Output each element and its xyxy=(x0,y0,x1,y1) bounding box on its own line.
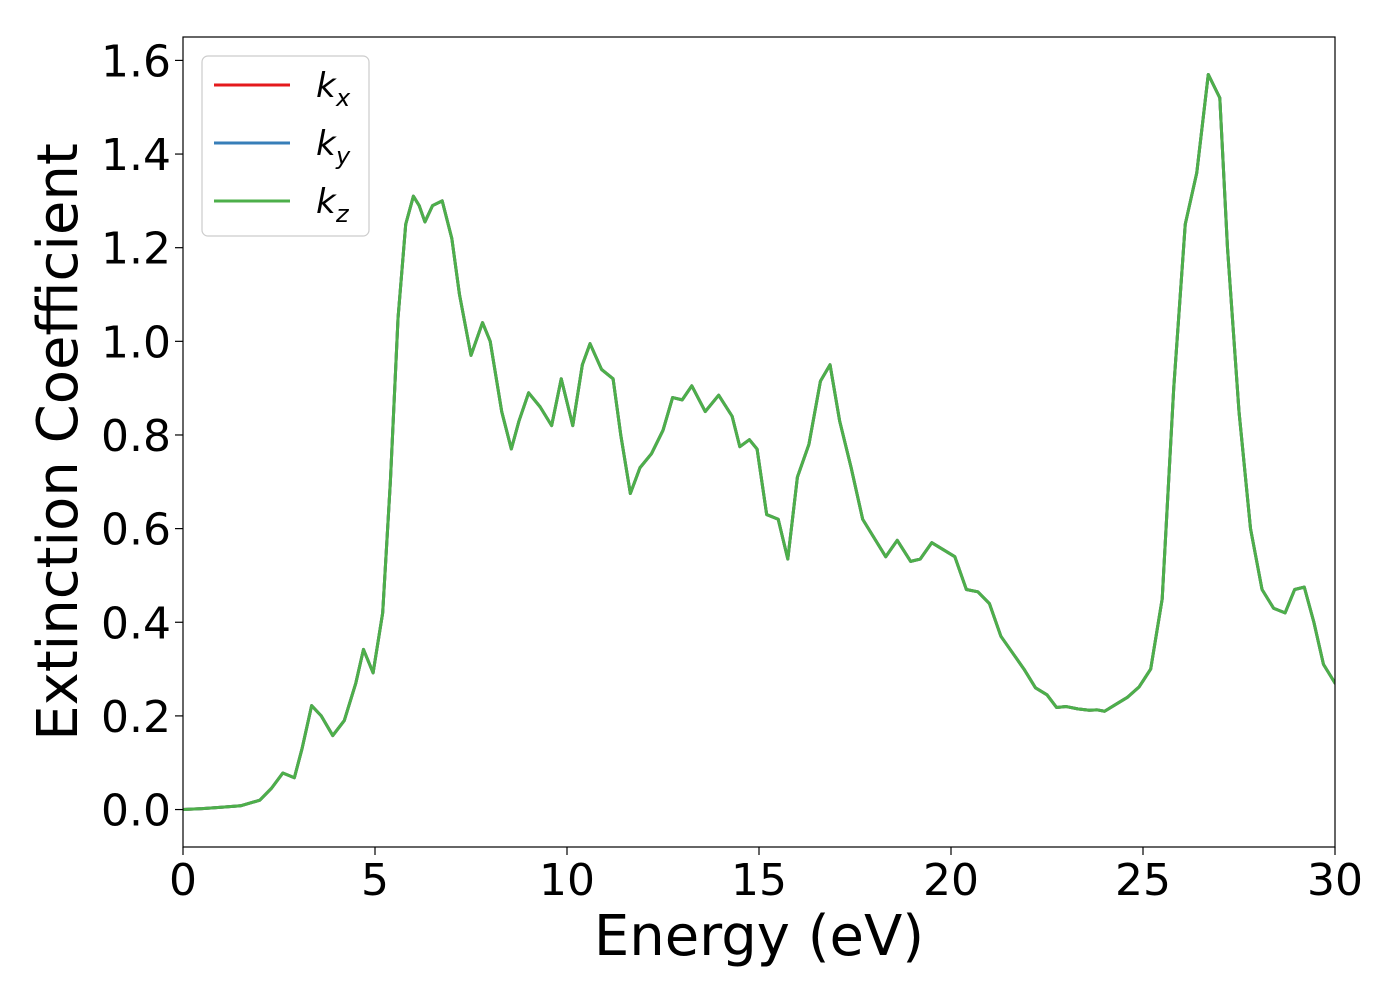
y-tick-label: 0.0 xyxy=(101,786,171,837)
series-line-k-z xyxy=(183,72,1335,812)
x-tick-label: 25 xyxy=(1115,855,1171,906)
y-tick-label: 1.2 xyxy=(101,224,171,275)
x-axis-title: Energy (eV) xyxy=(594,904,924,969)
x-tick-label: 5 xyxy=(361,855,389,906)
y-axis-ticks: 0.0 0.2 0.4 0.6 0.8 1.0 1.2 1.4 1.6 xyxy=(101,36,183,837)
y-axis-title: Extinction Coefficient xyxy=(26,143,91,741)
y-tick-label: 0.4 xyxy=(101,598,171,649)
legend: k xk yk z xyxy=(201,55,370,237)
legend-label-subscript: z xyxy=(335,200,350,228)
y-tick-label: 1.0 xyxy=(101,317,171,368)
x-tick-label: 15 xyxy=(731,855,787,906)
x-tick-label: 20 xyxy=(923,855,979,906)
series-layer xyxy=(183,72,1335,812)
x-axis-ticks: 0 5 10 15 20 25 30 xyxy=(169,847,1363,906)
legend-label: k xyxy=(316,182,337,222)
legend-label: k xyxy=(316,66,337,106)
x-tick-label: 0 xyxy=(169,855,197,906)
legend-label-subscript: y xyxy=(335,142,351,170)
legend-label-subscript: x xyxy=(335,84,351,112)
legend-box xyxy=(201,55,370,237)
y-tick-label: 0.6 xyxy=(101,505,171,556)
y-tick-label: 0.8 xyxy=(101,411,171,462)
y-tick-label: 1.6 xyxy=(101,36,171,87)
x-tick-label: 10 xyxy=(539,855,595,906)
x-tick-label: 30 xyxy=(1307,855,1363,906)
y-tick-label: 1.4 xyxy=(101,130,171,181)
y-tick-label: 0.2 xyxy=(101,692,171,743)
legend-label: k xyxy=(316,124,337,164)
